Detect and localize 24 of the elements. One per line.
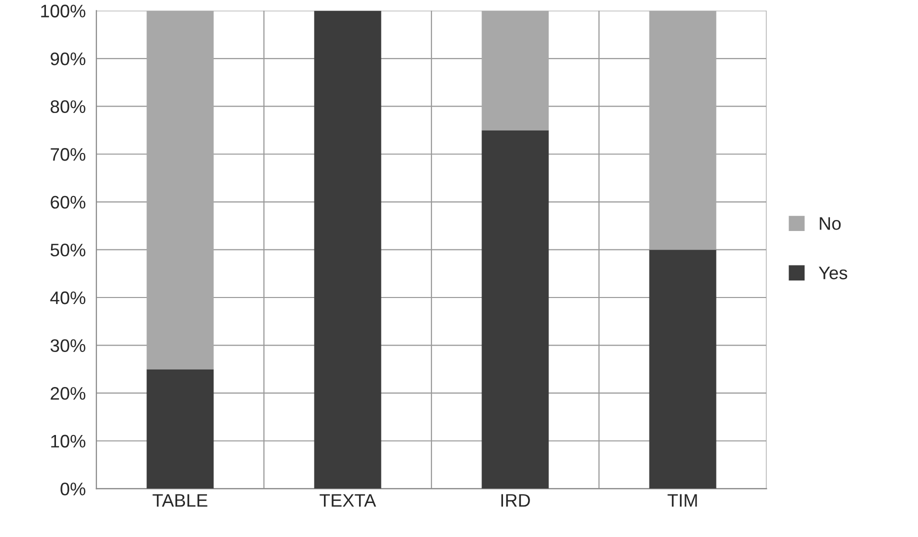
y-tick-label: 30% [50,339,86,352]
y-tick-label: 70% [50,148,86,161]
bar [482,130,549,489]
bar [649,10,716,250]
y-tick-label: 20% [50,387,86,400]
y-tick-label: 90% [50,52,86,66]
x-tick-label: TIM [668,494,697,507]
y-tick-label: 50% [50,244,86,256]
bar [649,250,716,489]
y-tick-label: 10% [51,434,86,448]
y-tick-label: 100% [41,4,86,18]
y-tick-label: 80% [50,100,86,114]
bar [146,10,214,370]
y-tick-label: 60% [50,196,86,209]
bar [314,10,382,489]
y-tick-label: 0% [60,482,86,496]
legend-label: No [820,217,841,230]
x-tick-label: IRD [501,494,530,507]
bar [146,369,214,489]
x-tick-label: TEXTA [320,494,376,507]
bar [482,10,549,130]
legend-label: Yes [818,266,848,280]
x-tick-label: TABLE [152,494,208,507]
y-tick-label: 40% [50,291,86,304]
